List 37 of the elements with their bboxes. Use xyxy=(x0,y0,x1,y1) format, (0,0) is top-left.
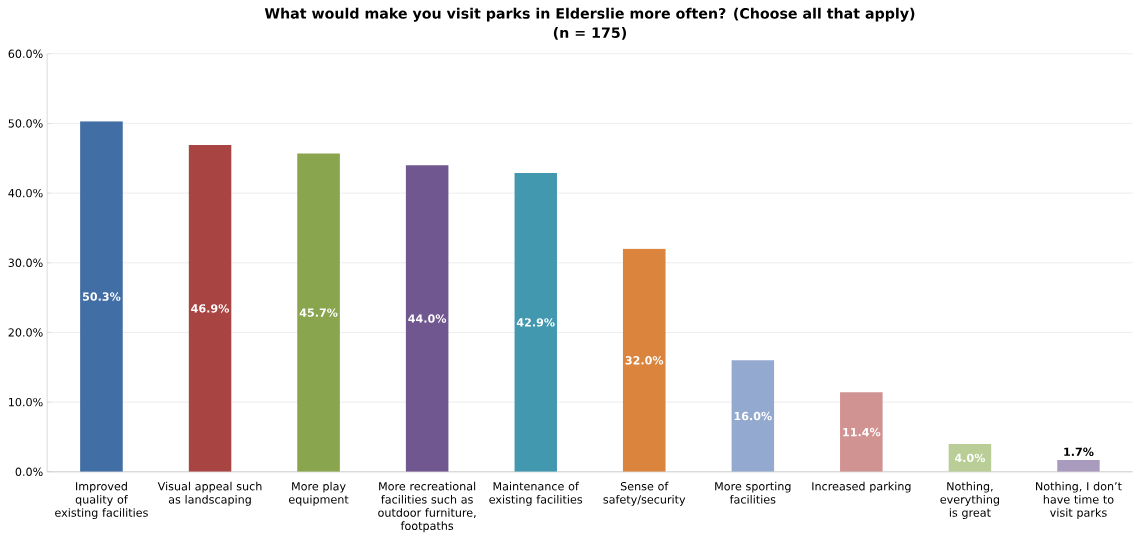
chart-subtitle: (n = 175) xyxy=(553,27,626,40)
x-tick-label: Sense of safety/security xyxy=(603,481,686,506)
x-tick-label: Visual appeal such as landscaping xyxy=(157,481,262,506)
data-label: 44.0% xyxy=(408,314,447,323)
y-tick-label: 20.0% xyxy=(8,328,43,337)
data-label: 16.0% xyxy=(734,411,772,421)
bar xyxy=(405,165,449,472)
chart-title: What would make you visit parks in Elderslie more often? (Choose all that apply) xyxy=(264,7,915,22)
bar xyxy=(514,172,557,472)
y-tick-label: 0.0% xyxy=(15,467,43,477)
x-tick-label: More recreational facilities such as outdoor furniture, footpaths xyxy=(378,481,476,533)
data-label: 50.3% xyxy=(82,292,121,301)
bar xyxy=(731,360,775,472)
x-tick-label: Maintenance of existing facilities xyxy=(489,481,583,506)
x-tick-label: Nothing, I don’t have time to visit parks xyxy=(1036,481,1122,519)
bar xyxy=(622,248,666,472)
y-tick-label: 30.0% xyxy=(8,258,43,268)
x-tick-label: Improved quality of existing facilities xyxy=(55,481,148,519)
bar xyxy=(188,145,232,472)
data-label: 42.9% xyxy=(516,318,555,327)
x-tick-label: More play equipment xyxy=(288,481,349,506)
data-label: 4.0% xyxy=(954,453,986,463)
y-tick-label: 10.0% xyxy=(9,397,43,407)
data-label: 1.7% xyxy=(1064,447,1094,457)
bar xyxy=(297,153,340,472)
y-tick-label: 40.0% xyxy=(8,188,43,198)
x-tick-label: Nothing, everything is great xyxy=(940,481,1000,519)
data-label: 32.0% xyxy=(625,356,664,365)
bar xyxy=(840,392,883,472)
data-label: 11.4% xyxy=(843,427,881,437)
bar xyxy=(80,121,123,472)
data-label: 46.9% xyxy=(191,304,230,313)
y-tick-label: 50.0% xyxy=(8,119,43,128)
x-tick-label: More sporting facilities xyxy=(715,481,791,504)
data-label: 45.7% xyxy=(299,308,338,317)
x-tick-label: Increased parking xyxy=(812,481,911,493)
y-tick-label: 60.0% xyxy=(8,49,43,58)
